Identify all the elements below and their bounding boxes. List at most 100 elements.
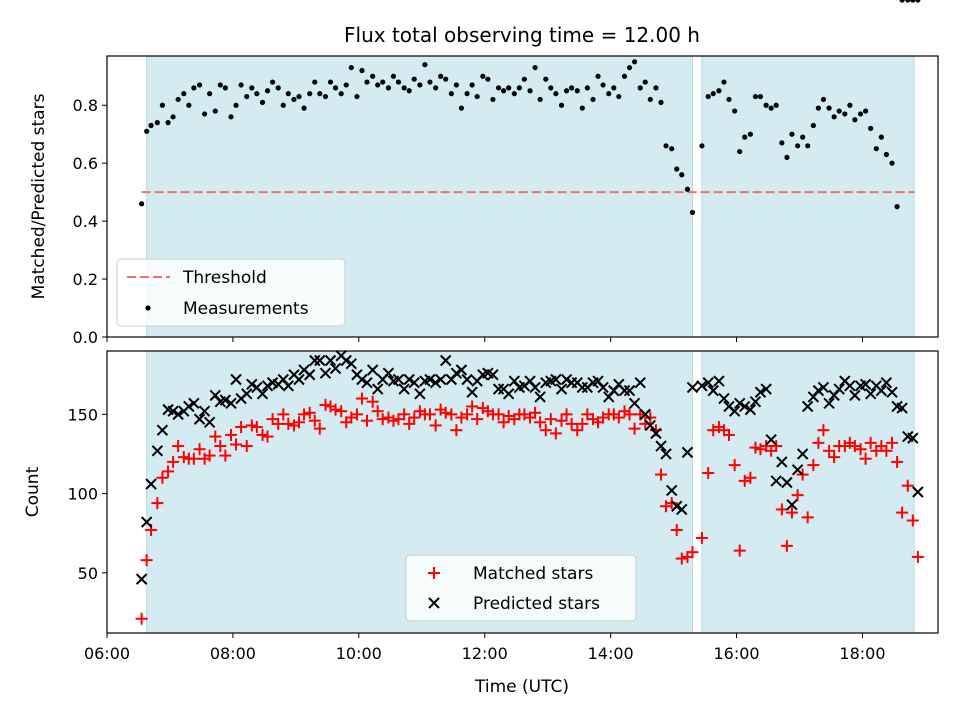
legend-predicted-swatch	[428, 597, 440, 609]
measurement-point	[154, 120, 160, 126]
matched-star-point	[308, 414, 321, 427]
matched-star-point	[177, 451, 190, 464]
bottom-shaded-interval	[701, 350, 915, 634]
predicted-star-point	[671, 500, 683, 512]
matched-star-point	[156, 471, 169, 484]
measurement-point	[148, 122, 154, 129]
predicted-star-point	[183, 400, 195, 413]
matched-star-point	[744, 471, 757, 484]
matched-star-point	[854, 443, 867, 456]
matched-star-point	[665, 497, 678, 510]
measurement-point	[401, 85, 407, 91]
measurement-point	[847, 102, 853, 108]
measurement-point	[249, 85, 255, 91]
measurement-point	[244, 93, 250, 100]
measurement-point	[207, 91, 213, 97]
matched-star-point	[901, 479, 914, 492]
measurement-point	[370, 73, 376, 79]
matched-star-point	[807, 459, 820, 472]
predicted-star-point	[676, 503, 688, 516]
measurement-point	[501, 88, 507, 94]
measurement-point	[191, 85, 197, 91]
measurement-point	[144, 128, 150, 134]
predicted-star-point	[455, 364, 468, 376]
predicted-star-point	[702, 376, 714, 389]
matched-star-point	[791, 489, 804, 502]
predicted-star-point	[193, 413, 206, 425]
matched-star-point	[722, 428, 735, 441]
measurement-point	[726, 96, 732, 103]
matched-star-point	[193, 443, 206, 456]
measurement-point	[537, 96, 543, 103]
measurement-point	[427, 79, 433, 85]
matched-star-point	[801, 511, 814, 524]
matched-star-point	[859, 452, 872, 465]
measurement-point	[842, 111, 848, 117]
measurement-point	[217, 82, 223, 88]
matched-star-point	[282, 417, 295, 430]
bottom-legend-box	[405, 554, 637, 622]
measurement-point	[433, 85, 439, 91]
measurement-point	[747, 131, 753, 137]
predicted-star-point	[618, 384, 631, 397]
predicted-star-point	[639, 408, 651, 421]
measurement-point	[805, 143, 811, 149]
top-legend-box	[116, 258, 346, 327]
predicted-star-point	[371, 383, 384, 395]
x-tick-label: 06:00	[84, 644, 130, 663]
measurement-point	[658, 99, 664, 105]
matched-star-point	[670, 524, 683, 537]
predicted-star-point	[880, 376, 893, 389]
predicted-star-point	[754, 386, 767, 398]
measurement-point	[233, 102, 239, 108]
measurement-point	[679, 172, 685, 178]
matched-star-point	[245, 419, 258, 432]
matched-star-point	[812, 436, 825, 449]
measurement-point	[705, 93, 711, 100]
bottom-y-axis-label: Count	[23, 466, 43, 517]
x-tick-label: 08:00	[210, 644, 256, 663]
matched-star-point	[560, 408, 573, 421]
matched-star-point	[544, 413, 557, 426]
measurement-point	[852, 117, 858, 123]
predicted-star-point	[366, 364, 379, 376]
predicted-star-point	[424, 373, 436, 386]
predicted-star-point	[492, 383, 505, 395]
predicted-star-point	[718, 392, 730, 405]
predicted-star-point	[749, 395, 762, 408]
measurement-point	[784, 154, 790, 160]
predicted-star-point	[696, 380, 708, 392]
measurement-point	[569, 85, 575, 91]
predicted-star-point	[812, 384, 825, 397]
measurement-point	[742, 134, 748, 140]
predicted-star-point	[534, 391, 546, 403]
matched-star-point	[235, 421, 248, 434]
matched-star-point	[571, 424, 584, 437]
predicted-star-point	[844, 380, 856, 392]
measurement-point	[201, 111, 208, 117]
measurement-point	[448, 91, 454, 97]
measurement-point	[873, 146, 879, 152]
matched-star-point	[162, 465, 175, 478]
predicted-star-point	[665, 484, 678, 497]
measurement-point	[259, 99, 266, 105]
predicted-star-point	[241, 388, 253, 400]
predicted-star-point	[660, 448, 672, 460]
measurement-point	[291, 96, 297, 103]
predicted-star-point	[623, 384, 636, 397]
predicted-star-point	[550, 373, 562, 386]
predicted-star-point	[770, 475, 782, 487]
matched-star-point	[335, 405, 348, 418]
matched-star-point	[880, 444, 893, 457]
x-tick-label: 14:00	[588, 644, 634, 663]
matched-star-point	[293, 416, 306, 429]
measurement-point	[453, 82, 459, 88]
matched-star-point	[408, 411, 421, 424]
matched-star-point	[261, 430, 274, 443]
measurement-point	[228, 114, 234, 120]
predicted-star-point	[140, 516, 153, 528]
predicted-star-point	[487, 369, 499, 381]
measurement-point	[600, 82, 606, 88]
measurement-point	[375, 82, 381, 88]
matched-star-point	[780, 539, 793, 552]
